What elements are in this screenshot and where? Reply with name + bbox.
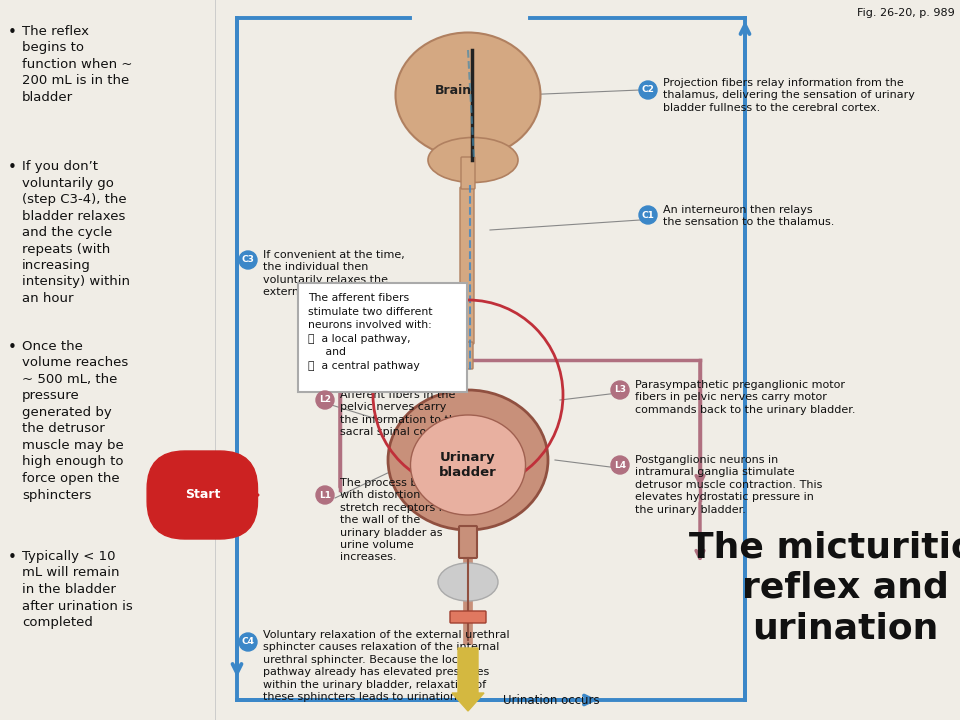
Text: L3: L3 <box>614 385 626 395</box>
FancyBboxPatch shape <box>461 342 473 369</box>
Text: C4: C4 <box>242 637 254 647</box>
Text: Urination occurs: Urination occurs <box>503 693 600 706</box>
Text: Projection fibers relay information from the
thalamus, delivering the sensation : Projection fibers relay information from… <box>663 78 915 113</box>
Text: An interneuron then relays
the sensation to the thalamus.: An interneuron then relays the sensation… <box>663 205 834 228</box>
Circle shape <box>239 633 257 651</box>
Ellipse shape <box>396 32 540 158</box>
Text: The micturition
reflex and
urination: The micturition reflex and urination <box>688 530 960 646</box>
Text: Postganglionic neurons in
intramural ganglia stimulate
detrusor muscle contracti: Postganglionic neurons in intramural gan… <box>635 455 823 515</box>
Text: If convenient at the time,
the individual then
voluntarily relaxes the
external : If convenient at the time, the individua… <box>263 250 416 297</box>
Text: C2: C2 <box>641 86 655 94</box>
FancyArrow shape <box>452 648 484 711</box>
Text: Fig. 26-20, p. 989: Fig. 26-20, p. 989 <box>857 8 955 18</box>
Ellipse shape <box>411 415 525 515</box>
Circle shape <box>611 381 629 399</box>
FancyBboxPatch shape <box>298 283 467 392</box>
Circle shape <box>239 251 257 269</box>
Ellipse shape <box>438 563 498 601</box>
Text: C3: C3 <box>242 256 254 264</box>
Text: Urinary
bladder: Urinary bladder <box>439 451 497 480</box>
Text: The process begins
with distortion of
stretch receptors in
the wall of the
urina: The process begins with distortion of st… <box>340 478 449 562</box>
Text: L4: L4 <box>614 461 626 469</box>
Text: Brain: Brain <box>435 84 471 96</box>
Text: L1: L1 <box>319 490 331 500</box>
Text: •: • <box>8 160 17 175</box>
Text: Voluntary relaxation of the external urethral
sphincter causes relaxation of the: Voluntary relaxation of the external ure… <box>263 630 510 702</box>
Text: Typically < 10
mL will remain
in the bladder
after urination is
completed: Typically < 10 mL will remain in the bla… <box>22 550 132 629</box>
FancyArrow shape <box>222 487 259 503</box>
Text: L2: L2 <box>319 395 331 405</box>
Text: Parasympathetic preganglionic motor
fibers in pelvic nerves carry motor
commands: Parasympathetic preganglionic motor fibe… <box>635 380 855 415</box>
FancyBboxPatch shape <box>460 187 474 344</box>
Text: •: • <box>8 550 17 565</box>
Ellipse shape <box>428 138 518 182</box>
Text: Start: Start <box>184 488 220 502</box>
Text: •: • <box>8 340 17 355</box>
Text: C1: C1 <box>641 210 655 220</box>
Circle shape <box>611 456 629 474</box>
FancyBboxPatch shape <box>461 157 475 189</box>
FancyBboxPatch shape <box>459 526 477 558</box>
Text: Once the
volume reaches
~ 500 mL, the
pressure
generated by
the detrusor
muscle : Once the volume reaches ~ 500 mL, the pr… <box>22 340 129 502</box>
Ellipse shape <box>388 390 548 530</box>
Circle shape <box>316 391 334 409</box>
Text: The reflex
begins to
function when ~
200 mL is in the
bladder: The reflex begins to function when ~ 200… <box>22 25 132 104</box>
Circle shape <box>316 486 334 504</box>
FancyBboxPatch shape <box>450 611 486 623</box>
Circle shape <box>639 81 657 99</box>
Text: The afferent fibers
stimulate two different
neurons involved with:
Ⓛ  a local pa: The afferent fibers stimulate two differ… <box>308 293 433 371</box>
Text: Afferent fibers in the
pelvic nerves carry
the information to the
sacral spinal : Afferent fibers in the pelvic nerves car… <box>340 390 463 437</box>
Text: If you don’t
voluntarily go
(step C3-4), the
bladder relaxes
and the cycle
repea: If you don’t voluntarily go (step C3-4),… <box>22 160 130 305</box>
Circle shape <box>639 206 657 224</box>
Text: •: • <box>8 25 17 40</box>
